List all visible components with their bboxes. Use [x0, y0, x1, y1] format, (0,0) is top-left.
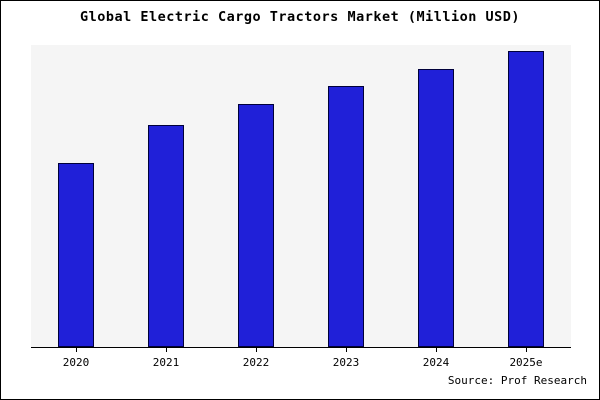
x-tick-2021: 2021 — [121, 348, 211, 369]
bar-2020 — [58, 163, 94, 347]
tick-mark — [526, 348, 527, 352]
tick-mark — [256, 348, 257, 352]
x-tick-2024: 2024 — [391, 348, 481, 369]
tick-mark — [166, 348, 167, 352]
x-tick-2025e: 2025e — [481, 348, 571, 369]
bar-slot — [121, 45, 211, 347]
bar-slot — [391, 45, 481, 347]
bar-2025e — [508, 51, 544, 347]
tick-mark — [346, 348, 347, 352]
source-note: Source: Prof Research — [447, 374, 587, 387]
bar-slot — [301, 45, 391, 347]
bar-2024 — [418, 69, 454, 347]
x-axis-labels: 2020 2021 2022 2023 2024 2025e — [31, 348, 571, 369]
bar-2023 — [328, 86, 364, 347]
bar-2022 — [238, 104, 274, 347]
x-tick-label: 2025e — [509, 356, 543, 369]
tick-mark — [436, 348, 437, 352]
bar-slot — [211, 45, 301, 347]
x-tick-label: 2023 — [332, 356, 360, 369]
bar-slot — [31, 45, 121, 347]
x-tick-label: 2024 — [422, 356, 450, 369]
chart-title: Global Electric Cargo Tractors Market (M… — [79, 9, 520, 25]
x-tick-label: 2022 — [242, 356, 270, 369]
bar-slot — [481, 45, 571, 347]
x-tick-2023: 2023 — [301, 348, 391, 369]
tick-mark — [76, 348, 77, 352]
x-tick-2020: 2020 — [31, 348, 121, 369]
x-tick-label: 2021 — [152, 356, 180, 369]
x-tick-2022: 2022 — [211, 348, 301, 369]
bar-2021 — [148, 125, 184, 347]
plot-area — [31, 45, 571, 348]
x-tick-label: 2020 — [62, 356, 90, 369]
